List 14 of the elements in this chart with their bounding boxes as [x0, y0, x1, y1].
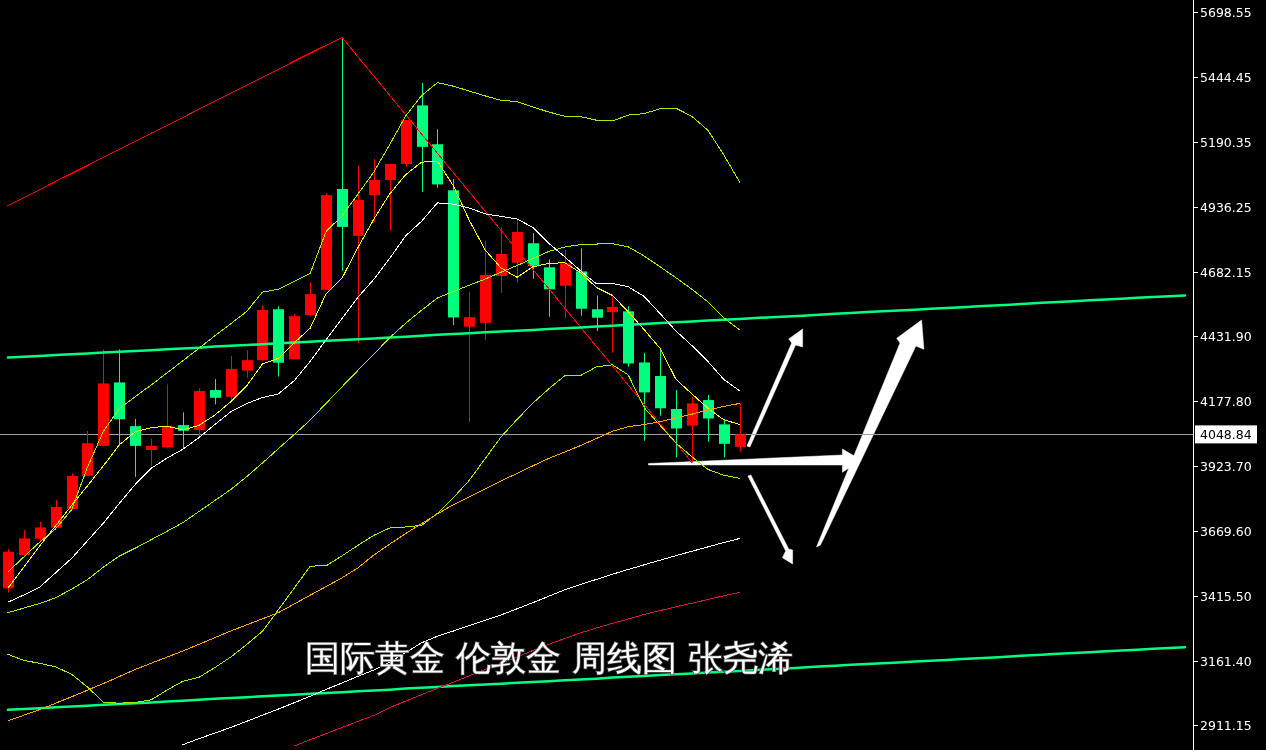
- y-tick-label: 2911.15: [1200, 718, 1252, 733]
- y-tick-label: 3415.50: [1200, 589, 1252, 604]
- y-tick-label: 4431.90: [1200, 329, 1252, 344]
- ref-line-label: 4048.84: [1200, 426, 1252, 442]
- y-tick-label: 4177.80: [1200, 394, 1252, 409]
- y-tick-label: 3923.70: [1200, 459, 1252, 474]
- y-tick-label: 5698.55: [1200, 5, 1252, 20]
- y-tick-label: 3669.60: [1200, 524, 1252, 539]
- y-tick-label: 3161.40: [1200, 654, 1252, 669]
- y-tick-label: 5190.35: [1200, 135, 1252, 150]
- y-tick-label: 4682.15: [1200, 265, 1252, 280]
- y-tick-label: 4936.25: [1200, 200, 1252, 215]
- ref-line-label: 4048.84: [1195, 425, 1257, 444]
- y-tick-label: 5444.45: [1200, 70, 1252, 85]
